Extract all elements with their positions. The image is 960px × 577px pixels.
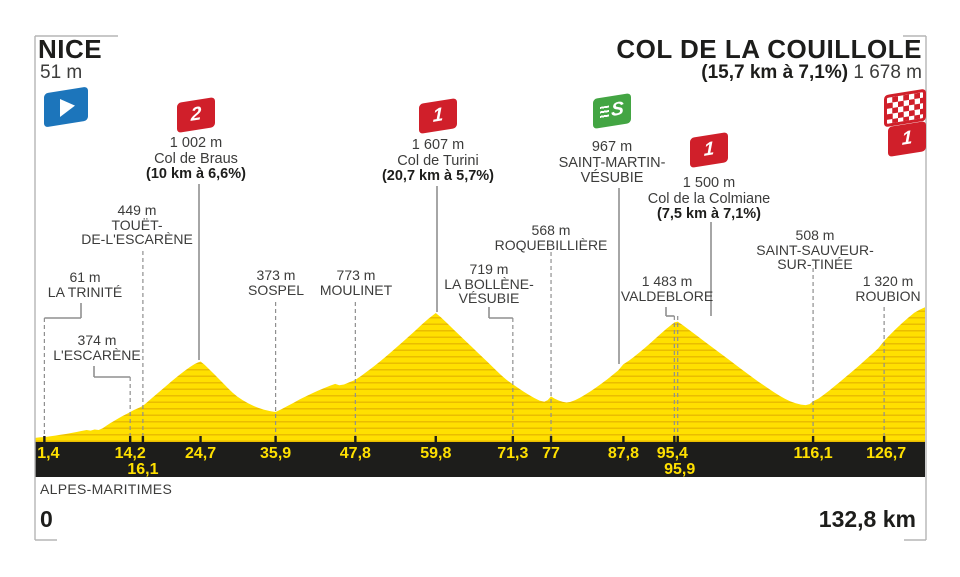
waypoint-label: 508 m SAINT-SAUVEUR- SUR-TINÉE [756,228,873,272]
waypoint-label: 374 m L'ESCARÈNE [53,333,140,362]
marker-stats: (7,5 km à 7,1%) [657,206,761,222]
waypoint-name: ROQUEBILLIÈRE [494,236,608,253]
km-label: 35,9 [260,445,292,462]
km-tick [511,436,515,443]
finish-stats: (15,7 km à 7,1%) [701,62,849,83]
sprint-letter: S [611,98,624,122]
waypoint-label: 568 m ROQUEBILLIÈRE [495,223,608,252]
elevation-area [35,307,925,442]
km-tick [43,436,46,443]
km-tick [274,436,277,443]
waypoint-label: 61 m LA TRINITÉ [48,270,122,299]
total-distance-label: 132,8 km [818,506,916,532]
marker-elevation: 1 002 m [169,135,223,151]
waypoint-name: L'ESCARÈNE [53,346,141,363]
start-name: NICE [38,34,103,64]
climb-category-badge: 1 [690,131,728,169]
km-tick [354,436,357,443]
marker-name: SAINT-MARTIN- [558,154,666,171]
waypoint-elevation: 1 483 m [641,273,693,289]
km-tick [622,436,625,443]
waypoint-name: SOSPEL [247,281,305,298]
finish-stats-line: (15,7 km à 7,1%) 1 678 m [701,62,922,84]
waypoint-label: 1 320 m ROUBION [855,274,920,303]
finish-category-badge: 1 [888,120,926,158]
waypoint-name: DE-L'ESCARÈNE [81,231,193,247]
finish-elevation: 1 678 m [853,62,922,83]
km-label: 1,4 [37,445,60,462]
waypoint-name: VÉSUBIE [458,290,520,306]
waypoint-name: LA TRINITÉ [47,283,123,300]
climb-marker-text: 1 002 m Col de Braus (10 km à 6,6%) [146,135,246,183]
waypoint-elevation: 374 m [77,332,117,348]
marker-elevation: 1 607 m [411,137,465,153]
waypoint-elevation: 373 m [256,267,296,283]
waypoint-elevation: 1 320 m [862,273,914,289]
km-tick [673,436,676,443]
waypoint-elevation: 61 m [69,269,101,285]
marker-elevation: 1 500 m [682,175,736,191]
km-label: 47,8 [339,445,371,462]
region-label: ALPES-MARITIMES [40,481,173,497]
waypoint-elevation: 719 m [469,261,509,277]
km-label: 24,7 [184,445,217,462]
km-label: 14,2 [114,445,146,462]
km-label: 126,7 [866,445,907,462]
sprint-marker-text: 967 m SAINT-MARTIN- VÉSUBIE [558,139,666,187]
marker-stats: (20,7 km à 5,7%) [381,168,495,184]
marker-elevation: 967 m [591,139,633,155]
marker-stats: (10 km à 6,6%) [146,166,246,182]
waypoint-name: VALDEBLORE [620,287,714,304]
km-label: 87,8 [607,445,639,462]
waypoint-elevation: 449 m [117,202,157,218]
start-play-icon [60,96,75,117]
start-elevation: 51 m [40,62,83,83]
speed-lines-icon [600,104,610,120]
km-label: 95,9 [664,461,696,478]
km-label: 95,4 [656,445,688,462]
marker-name: Col de la Colmiane [647,190,771,207]
marker-name: Col de Braus [154,150,238,167]
marker-name: VÉSUBIE [580,170,644,186]
waypoint-label: 773 m MOULINET [320,268,392,297]
sprint-badge-icon: S [593,92,631,130]
km-tick [128,436,132,443]
waypoint-label: 373 m SOSPEL [248,268,304,297]
finish-name: COL DE LA COUILLOLE [616,34,922,64]
waypoint-name: SUR-TINÉE [777,256,853,272]
km-label: 59,8 [420,445,452,462]
waypoint-elevation: 773 m [336,267,376,283]
km-label: 71,3 [497,445,529,462]
waypoint-name: TOUËT- [111,216,163,233]
start-km-label: 0 [40,506,53,532]
distance-bar [35,442,925,477]
marker-name: Col de Turini [397,152,479,169]
km-label: 16,1 [127,461,159,478]
km-tick [882,436,886,443]
km-tick [434,436,437,443]
km-label: 116,1 [793,445,833,462]
km-tick [141,436,145,443]
waypoint-name: SAINT-SAUVEUR- [756,241,874,258]
km-label: 77 [542,445,560,462]
waypoint-name: ROUBION [855,287,921,304]
km-tick [811,436,815,443]
km-tick [676,436,679,443]
waypoint-label: 719 m LA BOLLÈNE- VÉSUBIE [444,262,534,306]
waypoint-name: LA BOLLÈNE- [444,275,534,292]
waypoint-label: 1 483 m VALDEBLORE [621,274,713,303]
climb-category-badge: 1 [419,97,457,135]
climb-marker-text: 1 500 m Col de la Colmiane (7,5 km à 7,1%) [647,175,771,223]
km-tick [549,436,553,443]
km-tick [199,436,202,443]
waypoint-label: 449 m TOUËT- DE-L'ESCARÈNE [81,203,193,247]
climb-marker-text: 1 607 m Col de Turini (20,7 km à 5,7%) [381,137,495,185]
waypoint-elevation: 568 m [531,222,571,238]
start-flag-icon [44,86,88,128]
waypoint-elevation: 508 m [795,227,835,243]
climb-category-badge: 2 [177,96,215,134]
waypoint-name: MOULINET [319,281,393,298]
